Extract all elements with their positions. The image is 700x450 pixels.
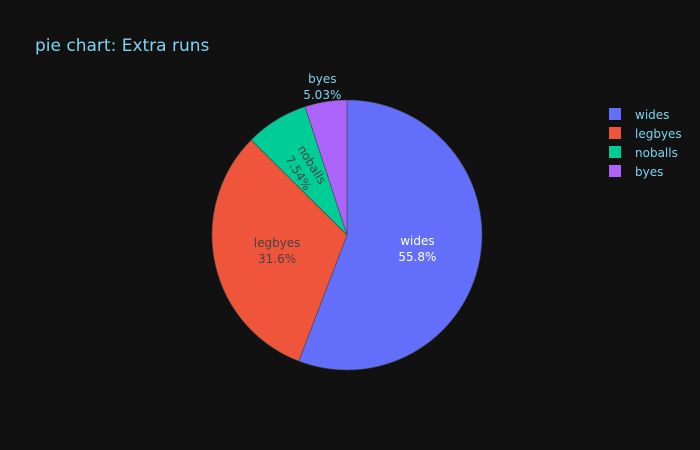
legend-label: byes xyxy=(635,165,663,179)
legend-item-wides[interactable]: wides xyxy=(609,108,669,122)
slice-label-wides: wides 55.8% xyxy=(398,234,436,264)
slice-percent-label: 5.03% xyxy=(303,88,341,102)
slice-name-label: legbyes xyxy=(254,236,301,250)
slice-name-label: wides xyxy=(400,234,434,248)
pie-slices xyxy=(211,99,483,371)
legend-swatch xyxy=(609,108,621,120)
legend-label: wides xyxy=(635,108,669,122)
slice-percent-label: 55.8% xyxy=(398,250,436,264)
pie-slice-legbyes[interactable] xyxy=(211,139,348,362)
legend-label: legbyes xyxy=(635,127,682,141)
pie-slice-byes[interactable] xyxy=(304,99,348,236)
slice-name-label: byes xyxy=(308,72,336,86)
legend-swatch xyxy=(609,127,621,139)
slice-label-byes: byes 5.03% xyxy=(303,72,341,102)
legend-swatch xyxy=(609,146,621,158)
pie-slice-wides[interactable] xyxy=(298,99,483,371)
legend-swatch xyxy=(609,165,621,177)
legend-item-byes[interactable]: byes xyxy=(609,165,663,179)
legend-label: noballs xyxy=(635,146,678,160)
legend: wides legbyes noballs byes xyxy=(609,108,682,179)
legend-item-legbyes[interactable]: legbyes xyxy=(609,127,682,141)
slice-percent-label: 31.6% xyxy=(258,252,296,266)
legend-item-noballs[interactable]: noballs xyxy=(609,146,678,160)
slice-label-legbyes: legbyes 31.6% xyxy=(254,236,301,266)
chart-title: pie chart: Extra runs xyxy=(35,36,210,56)
